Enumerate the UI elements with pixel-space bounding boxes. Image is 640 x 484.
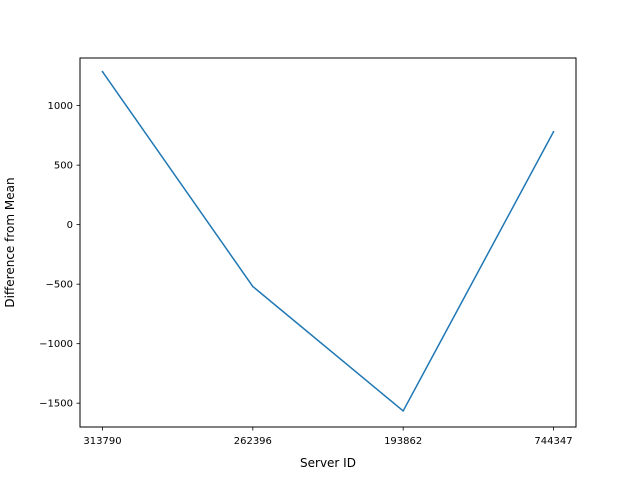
data-point (252, 285, 254, 288)
plot-layer (101, 70, 555, 412)
x-tick-label: 262396 (234, 436, 272, 447)
series-line (101, 70, 555, 412)
data-point (552, 131, 555, 133)
data-point (101, 70, 104, 73)
x-tick-label: 313790 (83, 436, 121, 447)
y-tick-label: −1500 (39, 399, 73, 410)
data-point (402, 410, 404, 412)
x-axis-label: Server ID (300, 456, 356, 470)
y-tick-label: 1000 (48, 101, 73, 112)
y-axis-label: Difference from Mean (3, 177, 17, 307)
y-tick-label: −1000 (39, 339, 73, 350)
x-tick-label: 744347 (534, 436, 572, 447)
y-axis: −1500 −1000 −500 0 500 1000 (39, 101, 80, 410)
y-tick-label: −500 (46, 280, 73, 291)
y-tick-label: 500 (54, 161, 73, 172)
y-tick-label: 0 (67, 220, 73, 231)
plot-frame (79, 57, 577, 428)
x-tick-label: 193862 (384, 436, 422, 447)
x-axis: 313790 262396 193862 744347 (83, 427, 573, 447)
